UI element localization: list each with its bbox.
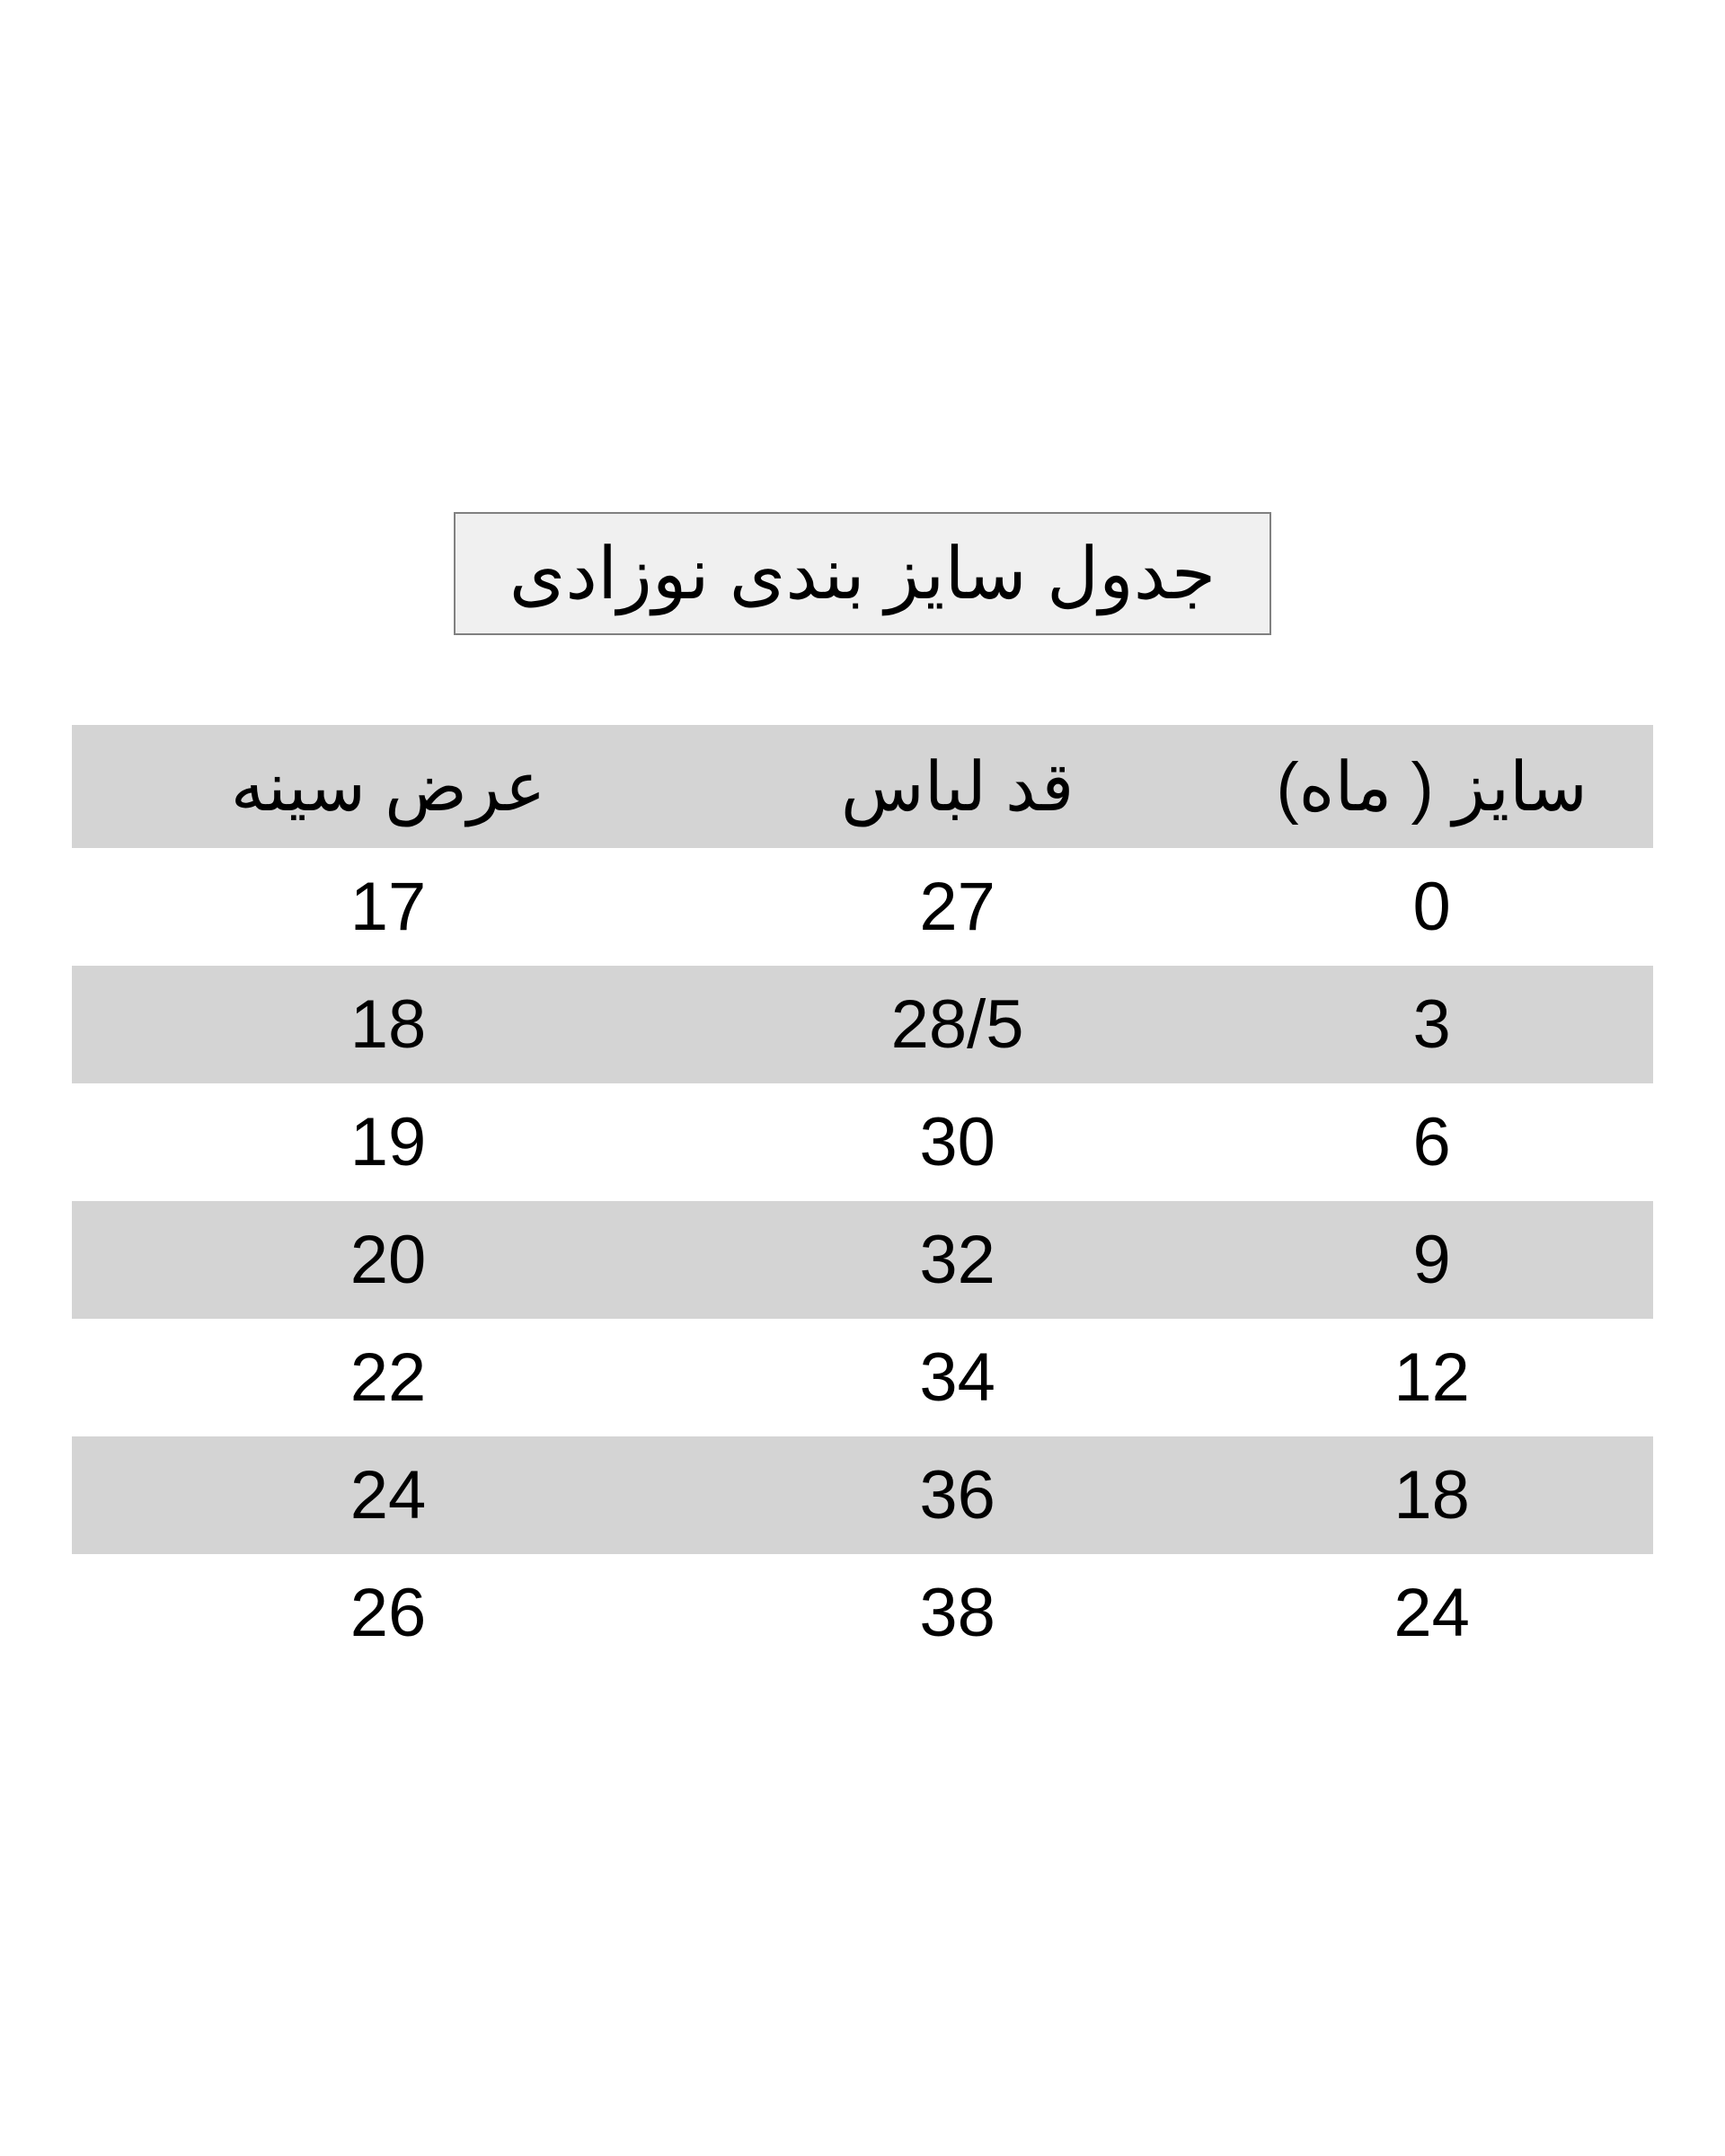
cell-length: 36 [704,1436,1210,1554]
cell-length: 34 [704,1319,1210,1436]
cell-size: 6 [1210,1083,1653,1201]
cell-length: 32 [704,1201,1210,1319]
table-row: 24 38 26 [72,1554,1653,1672]
cell-length: 30 [704,1083,1210,1201]
cell-chest: 18 [72,966,704,1083]
cell-size: 12 [1210,1319,1653,1436]
cell-chest: 19 [72,1083,704,1201]
table-row: 6 30 19 [72,1083,1653,1201]
table-row: 18 36 24 [72,1436,1653,1554]
cell-size: 24 [1210,1554,1653,1672]
cell-chest: 24 [72,1436,704,1554]
table-row: 12 34 22 [72,1319,1653,1436]
cell-chest: 26 [72,1554,704,1672]
column-header-length: قد لباس [704,725,1210,848]
title-box: جدول سایز بندی نوزادی [454,512,1271,635]
cell-size: 3 [1210,966,1653,1083]
cell-chest: 22 [72,1319,704,1436]
table-row: 0 27 17 [72,848,1653,966]
cell-length: 38 [704,1554,1210,1672]
size-chart-table: سایز ( ماه) قد لباس عرض سینه 0 27 17 3 2… [72,725,1653,1672]
table-header-row: سایز ( ماه) قد لباس عرض سینه [72,725,1653,848]
cell-length: 28/5 [704,966,1210,1083]
cell-length: 27 [704,848,1210,966]
column-header-chest: عرض سینه [72,725,704,848]
page-title: جدول سایز بندی نوزادی [509,532,1216,615]
table-row: 9 32 20 [72,1201,1653,1319]
column-header-size: سایز ( ماه) [1210,725,1653,848]
cell-size: 18 [1210,1436,1653,1554]
main-container: جدول سایز بندی نوزادی سایز ( ماه) قد لبا… [0,0,1725,1672]
cell-chest: 17 [72,848,704,966]
cell-chest: 20 [72,1201,704,1319]
cell-size: 0 [1210,848,1653,966]
cell-size: 9 [1210,1201,1653,1319]
table-row: 3 28/5 18 [72,966,1653,1083]
